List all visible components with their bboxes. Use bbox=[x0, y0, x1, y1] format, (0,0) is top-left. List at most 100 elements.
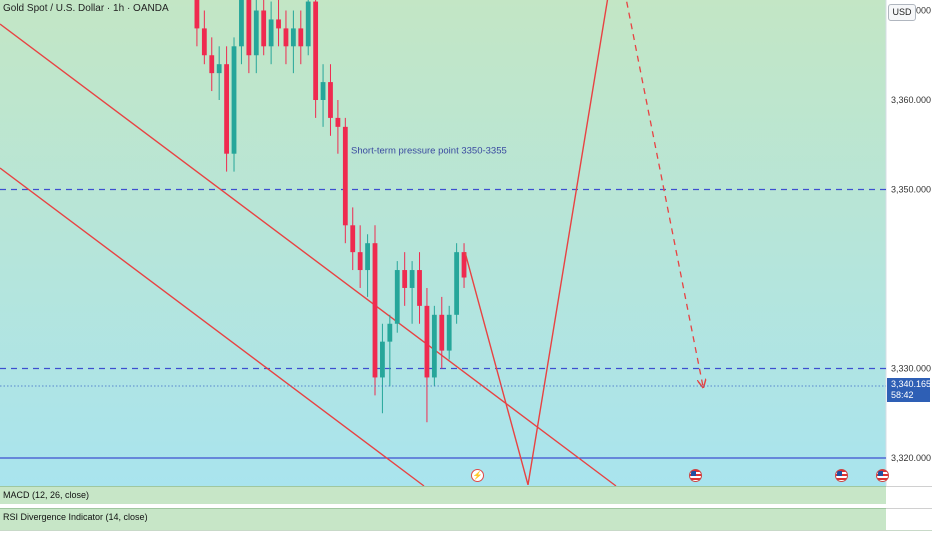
candle[interactable] bbox=[283, 10, 289, 65]
candle-body bbox=[268, 19, 274, 47]
candle[interactable] bbox=[253, 0, 259, 74]
candle[interactable] bbox=[402, 252, 408, 306]
candle-body bbox=[402, 270, 408, 288]
price-axis-label: 3,320.000 bbox=[891, 453, 931, 463]
candle-body bbox=[261, 10, 267, 47]
price-axis-label: 3,350.000 bbox=[891, 185, 931, 195]
descending-channel[interactable] bbox=[0, 23, 617, 487]
candle-body bbox=[431, 314, 437, 378]
candle[interactable] bbox=[380, 323, 385, 414]
candle[interactable] bbox=[335, 100, 341, 154]
price-axis-background bbox=[886, 0, 932, 486]
projection-path[interactable] bbox=[464, 0, 703, 486]
channel-upper-line[interactable] bbox=[0, 23, 617, 487]
candle-body bbox=[461, 252, 467, 278]
candle-countdown: 58:42 bbox=[891, 390, 914, 400]
candle-body bbox=[216, 64, 222, 74]
candle[interactable] bbox=[387, 314, 393, 387]
candle[interactable] bbox=[201, 10, 207, 65]
candle-body bbox=[231, 46, 237, 154]
symbol-title[interactable]: Gold Spot / U.S. Dollar · 1h · OANDA bbox=[3, 3, 169, 14]
channel-lower-line[interactable] bbox=[0, 167, 425, 487]
candle[interactable] bbox=[424, 287, 430, 423]
rsi-pane-axis bbox=[886, 508, 932, 530]
candle-body bbox=[446, 314, 452, 351]
candle-body bbox=[305, 1, 311, 47]
candle-body bbox=[290, 28, 296, 47]
bolt-event-icon[interactable]: ⚡ bbox=[471, 469, 484, 482]
candle-body bbox=[201, 28, 207, 56]
candle[interactable] bbox=[454, 243, 460, 324]
candle[interactable] bbox=[298, 10, 304, 65]
price-axis-label: 3,360.000 bbox=[891, 95, 931, 105]
candle-body bbox=[417, 270, 422, 306]
candle-body bbox=[209, 55, 215, 74]
candle-body bbox=[342, 126, 348, 226]
candle-body bbox=[454, 252, 460, 315]
candle[interactable] bbox=[268, 1, 274, 65]
candle[interactable] bbox=[357, 225, 363, 288]
chart-background bbox=[0, 0, 886, 486]
candle-body bbox=[224, 64, 229, 154]
candle-body bbox=[409, 270, 415, 288]
candle[interactable] bbox=[246, 0, 252, 74]
candle[interactable] bbox=[431, 305, 437, 387]
us-flag-event-icon[interactable] bbox=[835, 469, 848, 482]
candle[interactable] bbox=[290, 10, 296, 74]
projection-solid-line[interactable] bbox=[464, 0, 616, 486]
candle[interactable] bbox=[461, 243, 467, 288]
macd-pane[interactable]: MACD (12, 26, close) bbox=[0, 486, 886, 504]
candle[interactable] bbox=[313, 0, 319, 118]
rsi-pane[interactable]: RSI Divergence Indicator (14, close) bbox=[0, 508, 886, 530]
candle-body bbox=[424, 305, 430, 378]
candle[interactable] bbox=[239, 0, 244, 65]
candle[interactable] bbox=[231, 37, 237, 172]
candle[interactable] bbox=[409, 261, 415, 324]
candle[interactable] bbox=[216, 46, 222, 100]
time-axis[interactable] bbox=[0, 530, 932, 550]
candle-body bbox=[394, 270, 400, 324]
candle[interactable] bbox=[372, 225, 378, 396]
candle-body bbox=[194, 0, 200, 29]
rsi-label[interactable]: RSI Divergence Indicator (14, close) bbox=[3, 512, 148, 522]
chart-annotation-text[interactable]: Short-term pressure point 3350-3355 bbox=[351, 146, 507, 157]
projection-dashed-down-line[interactable] bbox=[616, 0, 703, 386]
macd-label[interactable]: MACD (12, 26, close) bbox=[3, 490, 90, 500]
candle-body bbox=[239, 0, 244, 47]
candle-body bbox=[365, 243, 370, 271]
current-price-tag: 3,340.165 58:42 bbox=[887, 378, 931, 402]
candle-body bbox=[283, 28, 289, 47]
candle-body bbox=[246, 0, 252, 56]
candle-body bbox=[357, 252, 363, 271]
candle[interactable] bbox=[209, 37, 215, 92]
candle[interactable] bbox=[276, 0, 281, 47]
candle[interactable] bbox=[342, 117, 348, 244]
candle-body bbox=[350, 225, 356, 253]
candle-body bbox=[335, 117, 341, 127]
macd-pane-axis bbox=[886, 486, 932, 504]
candle-body bbox=[298, 28, 304, 47]
candle[interactable] bbox=[365, 234, 370, 297]
candle-body bbox=[313, 1, 319, 100]
candle-body bbox=[439, 314, 445, 351]
candle-body bbox=[380, 341, 385, 378]
candle-body bbox=[276, 19, 281, 29]
candle[interactable] bbox=[328, 64, 333, 136]
candle[interactable] bbox=[320, 64, 326, 127]
candle-body bbox=[387, 323, 393, 342]
candle[interactable] bbox=[350, 207, 356, 271]
candle[interactable] bbox=[305, 0, 311, 56]
candle[interactable] bbox=[394, 261, 400, 333]
currency-unit-button[interactable]: USD bbox=[888, 4, 916, 21]
candle-body bbox=[328, 82, 333, 118]
price-axis-label: 3,330.000 bbox=[891, 364, 931, 374]
us-flag-event-icon[interactable] bbox=[876, 469, 889, 482]
candle[interactable] bbox=[194, 0, 200, 47]
candle[interactable] bbox=[224, 46, 229, 172]
candle[interactable] bbox=[417, 252, 422, 324]
candle[interactable] bbox=[446, 305, 452, 360]
us-flag-event-icon[interactable] bbox=[689, 469, 702, 482]
candle[interactable] bbox=[439, 296, 445, 369]
candle[interactable] bbox=[261, 0, 267, 56]
